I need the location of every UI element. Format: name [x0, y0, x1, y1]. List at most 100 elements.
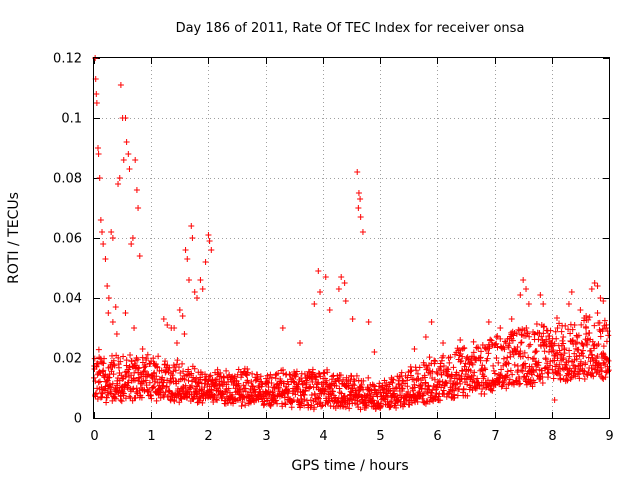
data-point: [578, 321, 585, 328]
data-point: [211, 392, 218, 399]
data-point: [109, 352, 116, 359]
data-point: [437, 397, 444, 404]
data-point: [485, 350, 492, 357]
data-point: [481, 365, 488, 372]
data-point: [501, 346, 508, 353]
data-point: [442, 379, 449, 386]
data-point: [353, 372, 360, 379]
data-point: [467, 367, 474, 374]
data-point: [169, 389, 176, 396]
data-point: [201, 384, 208, 391]
data-point: [520, 374, 527, 381]
data-point: [377, 389, 384, 396]
data-point: [573, 353, 580, 360]
data-point: [96, 175, 103, 181]
data-point: [437, 360, 444, 367]
data-point: [144, 351, 151, 358]
data-point: [126, 166, 133, 172]
data-point: [171, 325, 178, 331]
data-point: [327, 391, 334, 398]
data-point: [313, 374, 320, 381]
data-point: [398, 382, 405, 389]
data-point: [302, 388, 309, 395]
data-point: [120, 157, 127, 163]
data-point: [112, 395, 119, 402]
data-point: [188, 223, 195, 229]
data-point: [445, 366, 452, 373]
data-point: [503, 385, 510, 392]
data-point: [213, 396, 220, 403]
data-point: [100, 367, 107, 374]
data-point: [519, 368, 526, 375]
data-point: [446, 359, 453, 366]
data-point: [471, 369, 478, 376]
data-point: [443, 380, 450, 387]
data-point: [105, 295, 112, 301]
data-point: [172, 367, 179, 374]
data-point: [601, 317, 608, 324]
data-point: [547, 358, 554, 365]
data-point: [527, 341, 534, 348]
data-point: [295, 380, 302, 387]
data-point: [242, 388, 249, 395]
data-point: [484, 355, 491, 362]
data-point: [279, 325, 286, 331]
data-point: [591, 345, 598, 352]
data-point: [405, 388, 412, 395]
data-point: [119, 375, 126, 382]
data-point: [335, 286, 342, 292]
data-point: [323, 377, 330, 384]
data-point: [407, 372, 414, 379]
data-point: [355, 205, 362, 211]
data-point: [513, 378, 520, 385]
data-point: [264, 372, 271, 379]
data-point: [426, 354, 433, 361]
data-point: [410, 387, 417, 394]
data-point: [289, 398, 296, 405]
data-point: [297, 392, 304, 399]
data-point: [225, 385, 232, 392]
data-point: [586, 329, 593, 336]
data-point: [487, 336, 494, 343]
data-point: [557, 351, 564, 358]
data-point: [440, 362, 447, 369]
data-point: [205, 232, 212, 238]
data-point: [455, 372, 462, 379]
data-point: [199, 286, 206, 292]
data-point: [477, 354, 484, 361]
data-point: [182, 382, 189, 389]
data-point: [538, 343, 545, 350]
data-point: [547, 327, 554, 334]
x-tick-label: 2: [204, 429, 212, 444]
data-point: [185, 277, 192, 283]
data-point: [525, 354, 532, 361]
data-point: [95, 379, 102, 386]
data-point: [567, 330, 574, 337]
data-point: [433, 390, 440, 397]
data-point: [458, 357, 465, 364]
data-point: [404, 377, 411, 384]
data-point: [454, 392, 461, 399]
data-point: [397, 391, 404, 398]
data-point: [338, 381, 345, 388]
data-point: [316, 395, 323, 402]
data-point: [569, 338, 576, 345]
data-point: [249, 383, 256, 390]
data-point: [520, 277, 527, 283]
data-point: [153, 397, 160, 404]
data-point: [134, 356, 141, 363]
data-point: [504, 354, 511, 361]
data-point: [91, 355, 98, 362]
data-point: [148, 395, 155, 402]
data-point: [317, 399, 324, 406]
data-point: [104, 283, 111, 289]
data-point: [94, 385, 101, 392]
data-point: [147, 391, 154, 398]
data-point: [481, 390, 488, 397]
data-point: [342, 298, 349, 304]
data-point: [533, 348, 540, 355]
data-point: [582, 360, 589, 367]
data-point: [122, 115, 129, 121]
data-point: [216, 381, 223, 388]
